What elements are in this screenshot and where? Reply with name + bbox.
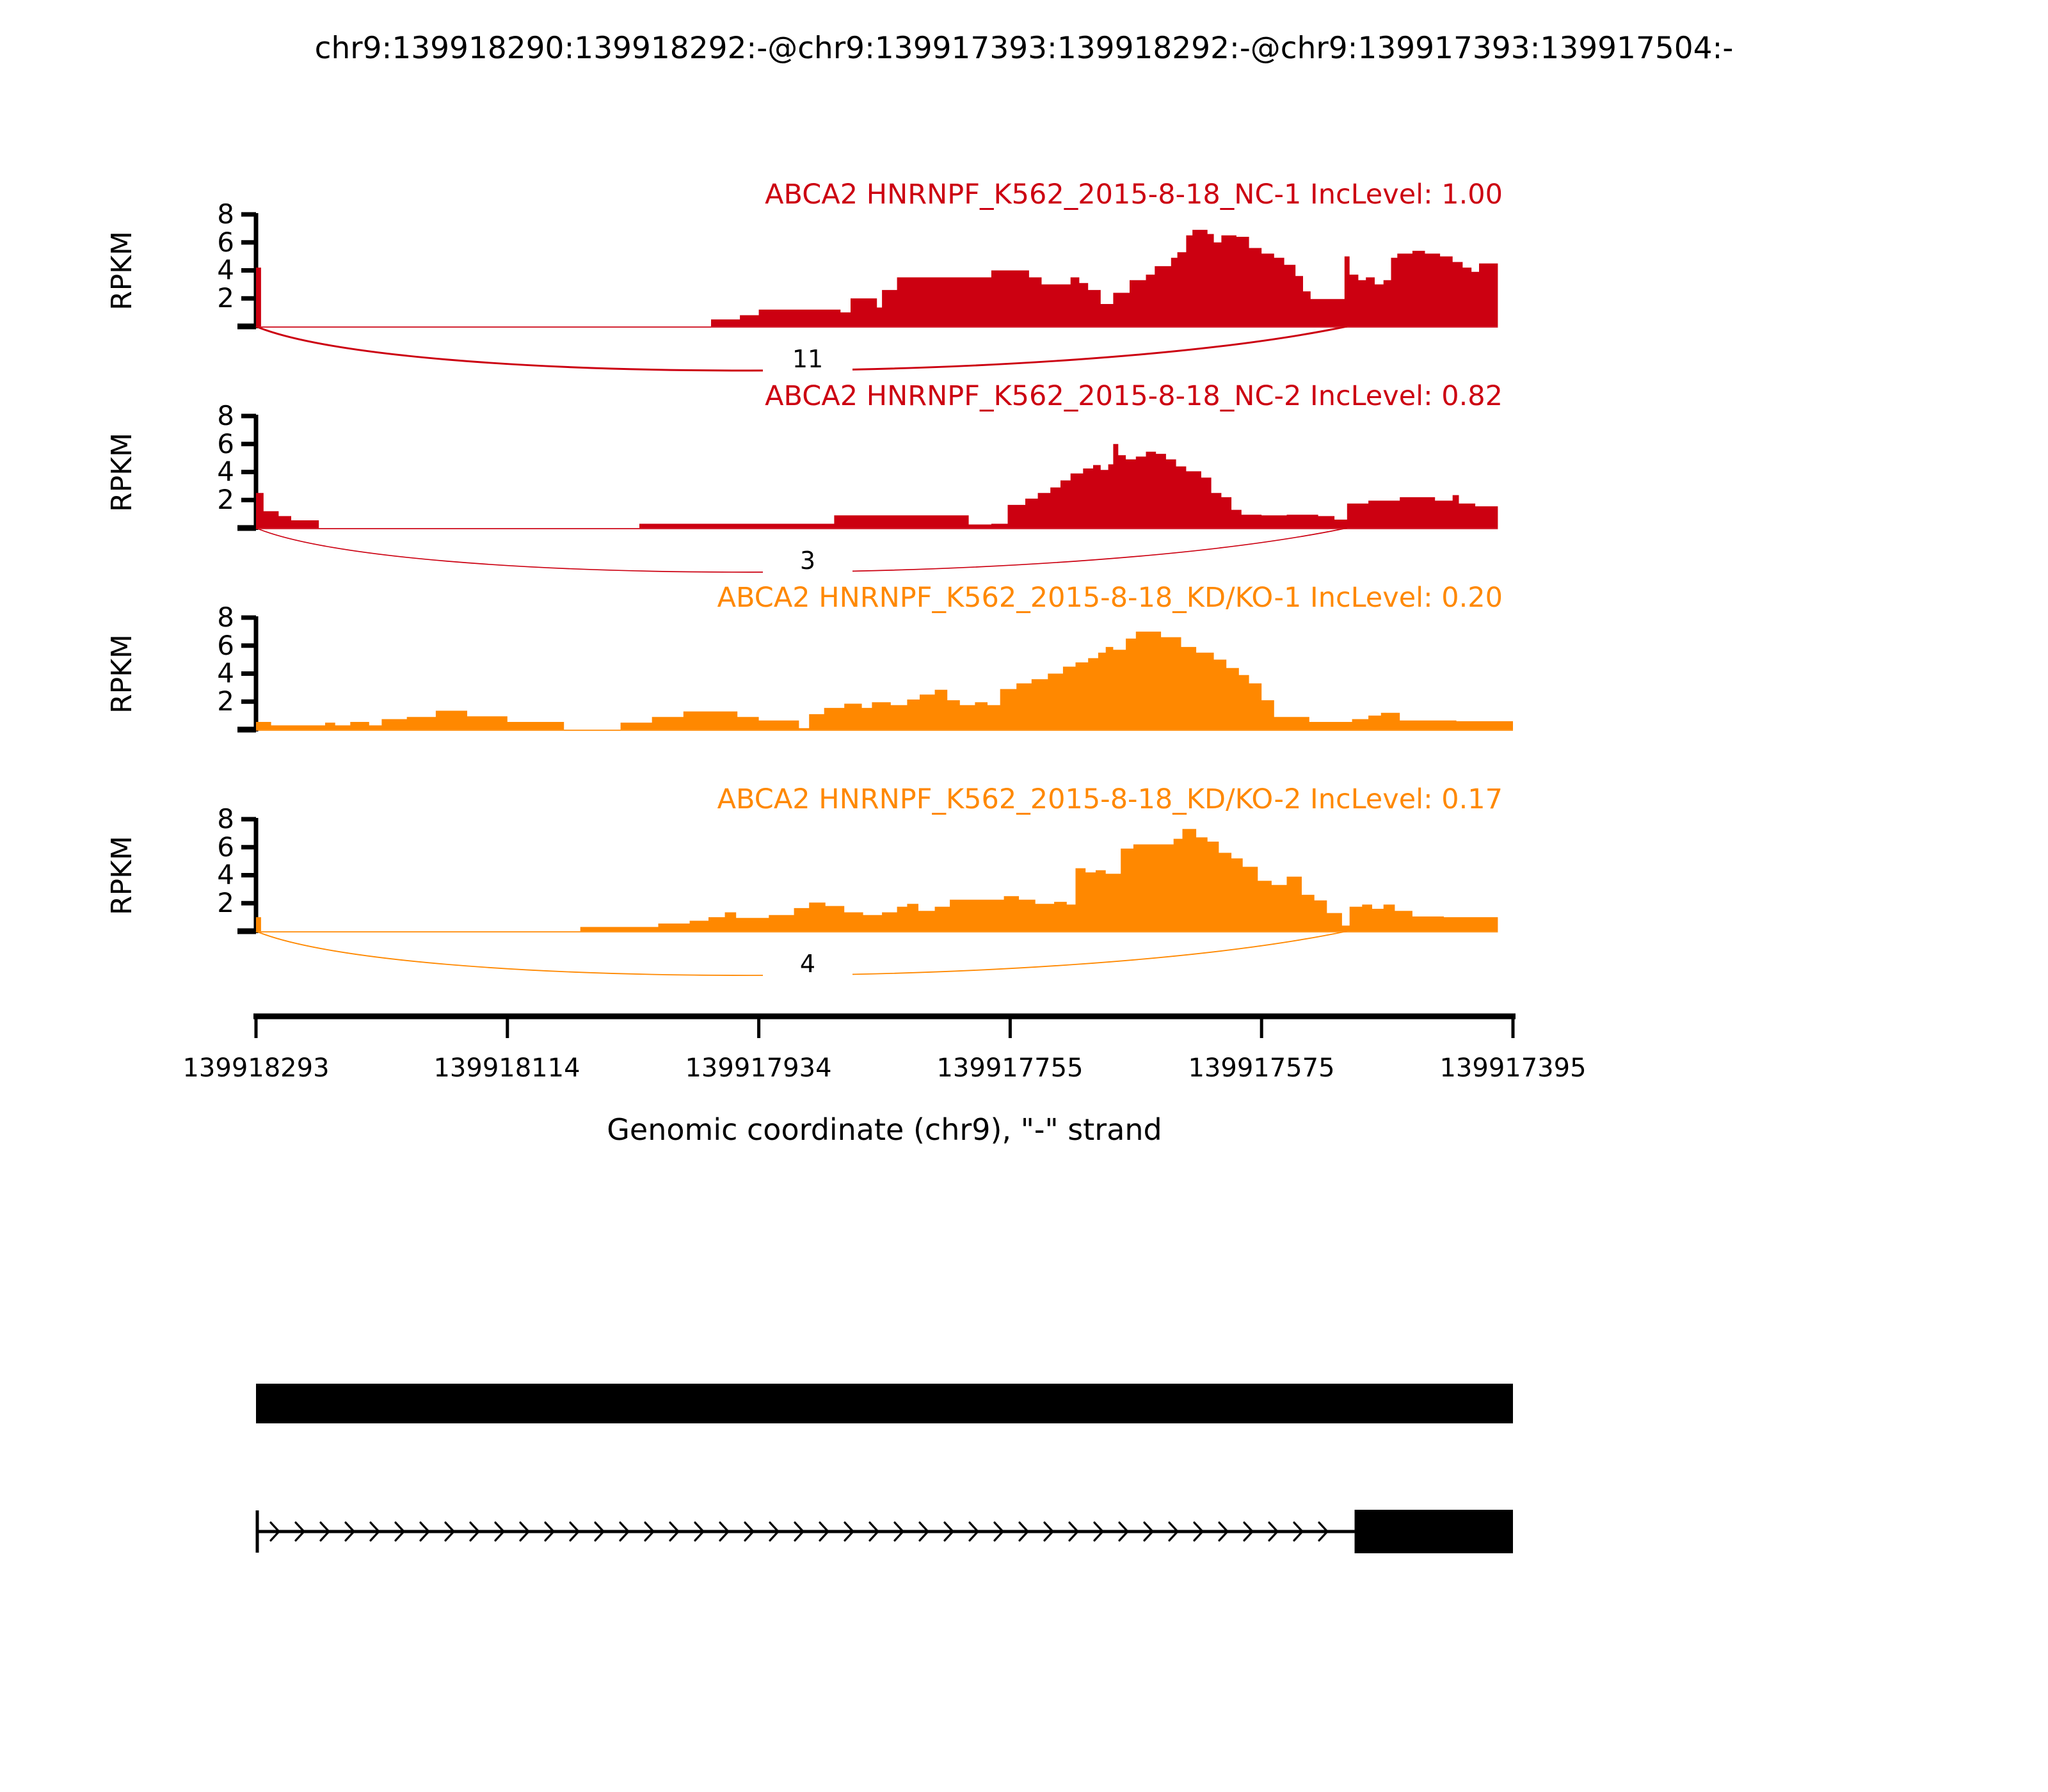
track-label-kdko1: ABCA2 HNRNPF_K562_2015-8-18_KD/KO-1 IncL…	[717, 582, 1503, 614]
y-tick-label: 6	[217, 227, 234, 258]
genomic-x-axis	[253, 1013, 1516, 1038]
x-tick-label: 139917755	[936, 1053, 1084, 1083]
y-tick-label: 2	[217, 685, 234, 717]
x-tick-label: 139917575	[1188, 1053, 1335, 1083]
track-label-nc2: ABCA2 HNRNPF_K562_2015-8-18_NC-2 IncLeve…	[765, 380, 1503, 412]
junction-count-nc2: 3	[763, 546, 852, 575]
track-label-kdko2: ABCA2 HNRNPF_K562_2015-8-18_KD/KO-2 IncL…	[717, 783, 1503, 815]
x-tick-label: 139917934	[685, 1053, 832, 1083]
y-tick-label: 6	[217, 428, 234, 460]
y-axis-label: RPKM	[105, 836, 138, 915]
y-tick-label: 2	[217, 887, 234, 918]
figure-title: chr9:139918290:139918292:-@chr9:13991739…	[314, 31, 1734, 66]
coverage-track-kdko2	[237, 817, 1498, 976]
y-tick-label: 8	[217, 803, 234, 835]
y-axis-label: RPKM	[105, 634, 138, 714]
y-tick-label: 4	[217, 254, 234, 285]
y-tick-label: 4	[217, 657, 234, 689]
track-label-nc1: ABCA2 HNRNPF_K562_2015-8-18_NC-1 IncLeve…	[765, 179, 1503, 211]
coverage-track-nc1	[237, 212, 1498, 372]
y-tick-label: 2	[217, 484, 234, 515]
y-tick-label: 4	[217, 859, 234, 890]
y-axis-label: RPKM	[105, 231, 138, 310]
x-tick-label: 139917395	[1439, 1053, 1587, 1083]
y-axis-label: RPKM	[105, 433, 138, 512]
y-tick-label: 2	[217, 282, 234, 314]
y-tick-label: 8	[217, 602, 234, 633]
y-tick-label: 8	[217, 400, 234, 431]
gene-model	[255, 1384, 1513, 1553]
coverage-track-kdko1	[237, 615, 1513, 733]
y-tick-label: 6	[217, 831, 234, 863]
y-tick-label: 4	[217, 456, 234, 487]
coverage-track-nc2	[237, 413, 1498, 573]
y-tick-label: 6	[217, 630, 234, 661]
junction-count-kdko2: 4	[763, 949, 852, 979]
x-tick-label: 139918293	[182, 1053, 330, 1083]
junction-count-nc1: 11	[763, 344, 852, 374]
x-tick-label: 139918114	[433, 1053, 580, 1083]
x-axis-label: Genomic coordinate (chr9), "-" strand	[607, 1112, 1162, 1147]
y-tick-label: 8	[217, 198, 234, 230]
